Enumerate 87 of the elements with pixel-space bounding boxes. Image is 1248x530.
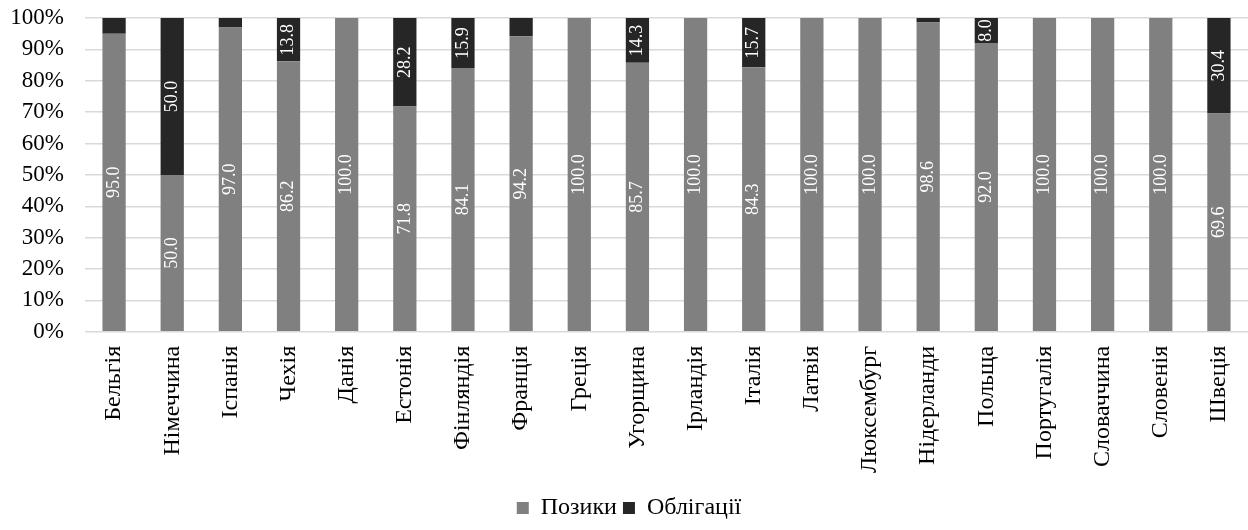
data-label: 94.2 bbox=[509, 167, 530, 200]
bar bbox=[974, 43, 998, 332]
legend-label: Позики bbox=[540, 493, 618, 520]
bar bbox=[683, 18, 708, 332]
x-tick-label: Італія bbox=[739, 345, 766, 406]
data-label: 71.8 bbox=[393, 203, 414, 235]
data-label: 85.7 bbox=[626, 181, 647, 213]
bar bbox=[742, 67, 766, 332]
bar bbox=[218, 18, 243, 28]
data-label: 14.3 bbox=[626, 24, 647, 57]
bar bbox=[800, 18, 824, 332]
y-tick-label: 20% bbox=[21, 255, 64, 281]
bar bbox=[509, 36, 533, 332]
data-label: 15.9 bbox=[451, 27, 472, 59]
data-label: 100.0 bbox=[1149, 154, 1170, 195]
x-tick-label: Словенія bbox=[1146, 345, 1173, 439]
data-label: 100.0 bbox=[800, 154, 821, 195]
x-tick-label: Чехія bbox=[273, 345, 300, 402]
data-label: 100.0 bbox=[858, 154, 879, 195]
y-tick-label: 30% bbox=[21, 223, 64, 249]
data-label: 84.1 bbox=[451, 183, 472, 216]
bar bbox=[218, 27, 243, 332]
x-tick-label: Словаччина bbox=[1087, 345, 1114, 467]
x-tick-label: Греція bbox=[564, 345, 591, 412]
bar bbox=[451, 67, 475, 332]
x-tick-label: Латвія bbox=[797, 345, 824, 412]
y-tick-label: 0% bbox=[33, 317, 64, 343]
x-tick-label: Нідерланди bbox=[913, 345, 940, 465]
bar bbox=[1207, 113, 1231, 332]
x-tick-label: Естонія bbox=[390, 345, 417, 424]
legend-label: Облігації bbox=[646, 493, 742, 520]
data-label: 69.6 bbox=[1207, 206, 1228, 238]
bar bbox=[1207, 18, 1231, 114]
x-tick-label: Люксембург bbox=[855, 345, 882, 474]
data-label: 50.0 bbox=[160, 80, 181, 113]
data-label: 95.0 bbox=[102, 166, 123, 199]
data-label: 100.0 bbox=[568, 154, 589, 195]
bar bbox=[160, 174, 184, 332]
x-tick-label: Фінляндія bbox=[448, 345, 475, 451]
data-label: 50.0 bbox=[160, 237, 181, 269]
x-tick-label: Швеція bbox=[1204, 345, 1231, 423]
x-tick-label: Франція bbox=[506, 345, 533, 431]
x-tick-label: Німеччина bbox=[157, 345, 184, 456]
data-label: 100.0 bbox=[335, 154, 356, 195]
data-label: 84.3 bbox=[742, 183, 763, 215]
x-tick-label: Іспанія bbox=[215, 345, 242, 419]
x-tick-label: Угорщина bbox=[622, 345, 649, 449]
bar bbox=[335, 18, 359, 332]
x-tick-label: Португалія bbox=[1029, 345, 1056, 460]
data-label: 28.2 bbox=[393, 46, 414, 78]
y-tick-label: 10% bbox=[21, 286, 64, 312]
y-tick-label: 50% bbox=[21, 160, 64, 186]
x-tick-label: Польща bbox=[971, 345, 998, 427]
y-tick-label: 100% bbox=[10, 4, 64, 30]
bar bbox=[509, 18, 533, 37]
bar bbox=[625, 62, 650, 332]
bar bbox=[567, 18, 591, 332]
data-label: 92.0 bbox=[975, 171, 996, 203]
bar bbox=[102, 18, 126, 34]
data-label: 13.8 bbox=[277, 23, 298, 56]
y-tick-label: 40% bbox=[21, 192, 64, 218]
data-label: 100.0 bbox=[1033, 154, 1054, 195]
bar bbox=[1149, 18, 1173, 332]
bar bbox=[916, 22, 940, 332]
bar bbox=[102, 33, 126, 332]
x-tick-label: Данія bbox=[331, 345, 358, 404]
x-tick-label: Ірландія bbox=[680, 345, 707, 431]
data-label: 86.2 bbox=[277, 180, 298, 212]
x-tick-label: Бельгія bbox=[99, 345, 126, 421]
y-tick-label: 80% bbox=[21, 66, 64, 92]
data-label: 100.0 bbox=[1091, 154, 1112, 195]
data-label: 8.0 bbox=[975, 19, 996, 42]
y-tick-label: 90% bbox=[21, 35, 64, 61]
bar bbox=[393, 106, 417, 332]
bar bbox=[1032, 18, 1057, 332]
bar bbox=[858, 18, 882, 332]
data-label: 30.4 bbox=[1207, 49, 1228, 82]
y-tick-label: 60% bbox=[21, 129, 64, 155]
bar bbox=[276, 61, 301, 332]
data-label: 97.0 bbox=[219, 163, 240, 195]
data-label: 15.7 bbox=[742, 26, 763, 59]
y-tick-label: 70% bbox=[21, 98, 64, 124]
bar bbox=[916, 18, 940, 23]
data-label: 100.0 bbox=[684, 154, 705, 195]
data-label: 98.6 bbox=[916, 160, 937, 193]
bar bbox=[1090, 18, 1115, 332]
bar bbox=[160, 18, 184, 175]
